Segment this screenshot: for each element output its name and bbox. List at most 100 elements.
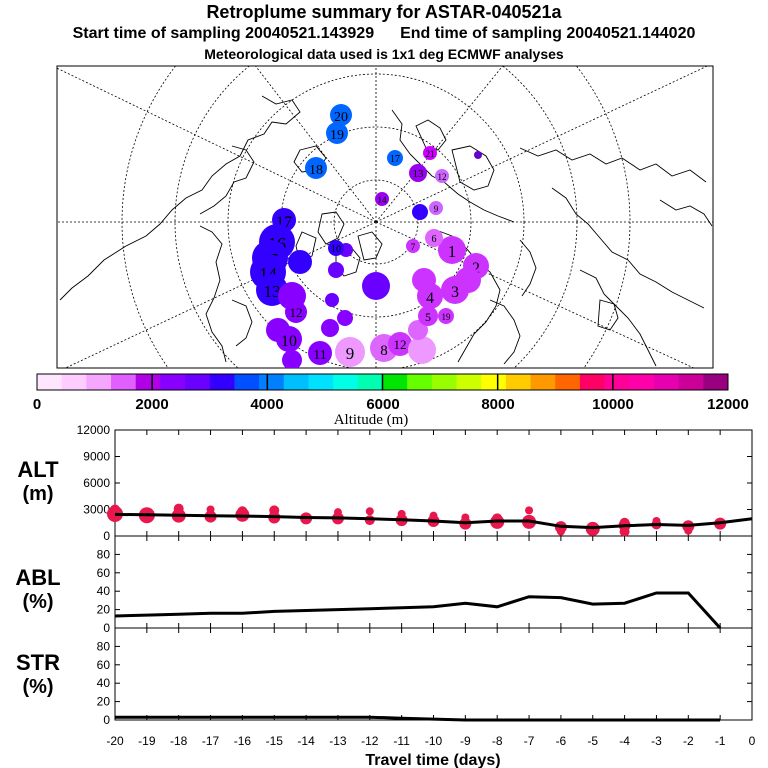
map-marker-label: 3 <box>451 284 459 301</box>
x-tick-label: -14 <box>297 734 315 748</box>
map-marker-9 <box>429 201 443 215</box>
alt-data-point <box>206 505 215 514</box>
x-tick-label: -16 <box>234 734 252 748</box>
panel-frames <box>114 429 753 721</box>
alt-data-point <box>619 526 630 537</box>
map-marker-20 <box>330 104 352 126</box>
map-marker-12 <box>285 301 307 323</box>
x-axis-label: Travel time (days) <box>365 752 500 768</box>
map-marker-label: 19 <box>330 128 344 143</box>
alt-ytick-label: 3000 <box>83 503 110 517</box>
alt-yunit: (m) <box>22 483 53 505</box>
x-tick-label: -11 <box>393 734 410 748</box>
map-marker-13 <box>409 164 427 182</box>
alt-data-point <box>429 511 438 520</box>
map-marker-label: 12 <box>438 172 447 182</box>
str-ytick-label: 0 <box>103 713 110 727</box>
abl-series-line <box>114 591 722 630</box>
x-tick-label: -1 <box>715 734 726 748</box>
map-marker-label: 4 <box>426 290 434 307</box>
map-marker-label: 17 <box>390 154 400 165</box>
map-marker-label: 9 <box>434 204 439 214</box>
str-xticks <box>114 628 753 720</box>
x-axis-tick-labels: -20 -19 -18 -17 -16 -15 -14 -13 -12 -11 -10 -9 -8 -7-… <box>106 734 755 748</box>
abl-ytick-label: 60 <box>97 566 111 580</box>
alt-data-point <box>365 507 374 516</box>
x-tick-label: 0 <box>749 734 756 748</box>
alt-ytick-label: 12000 <box>77 423 111 437</box>
map-marker-small <box>408 336 436 364</box>
map-marker-label: 13 <box>413 168 425 180</box>
alt-ylabel: ALT <box>17 457 59 482</box>
str-yunit: (%) <box>22 676 53 698</box>
map-marker-17 <box>387 150 403 166</box>
x-tick-label: -19 <box>138 734 156 748</box>
alt-panel: ALT (m) 0 3000 6000 9000 12000 <box>17 423 753 543</box>
map-marker-label: 2 <box>472 260 480 277</box>
map-marker-19 <box>326 122 348 144</box>
map-marker-label: 1 <box>448 242 457 261</box>
x-tick-label: -10 <box>425 734 443 748</box>
map-marker-label: 12 <box>394 337 407 352</box>
map-marker-label: 10 <box>281 333 297 350</box>
x-tick-label: -15 <box>266 734 284 748</box>
alt-data-point <box>173 503 184 514</box>
map-marker-label: 20 <box>334 110 348 125</box>
abl-ytick-label: 40 <box>97 584 111 598</box>
alt-data-point <box>525 506 534 515</box>
alt-ytick-label: 0 <box>103 529 110 543</box>
map-marker-label: 7 <box>411 242 416 252</box>
map-marker-11 <box>308 341 332 365</box>
map-marker-label: 10 <box>331 244 341 255</box>
x-tick-label: -20 <box>106 734 124 748</box>
x-tick-label: -4 <box>619 734 630 748</box>
abl-ytick-label: 0 <box>103 621 110 635</box>
map-marker-small <box>474 151 482 159</box>
map-marker-small <box>325 293 339 307</box>
chart-title: Retroplume summary for ASTAR-040521a <box>206 2 562 22</box>
map-marker-label: 14 <box>378 195 388 205</box>
map-marker-label: 13 <box>264 282 281 301</box>
x-tick-label: -9 <box>460 734 471 748</box>
x-tick-label: -3 <box>651 734 662 748</box>
map-marker-small <box>408 320 428 340</box>
map-marker-12 <box>388 332 412 356</box>
map-marker-9 <box>335 337 365 367</box>
alt-data-point <box>556 527 565 536</box>
map-marker-6 <box>425 229 443 247</box>
str-ytick-label: 80 <box>97 639 111 653</box>
alt-data-point <box>684 526 693 535</box>
map-marker-label: 18 <box>309 163 323 178</box>
alt-ytick-label: 6000 <box>83 476 110 490</box>
x-tick-label: -18 <box>170 734 188 748</box>
plume-markers: 20 19 18 17 21 13 12 14 9 17 16 15 14 13… <box>250 104 489 368</box>
map-marker-10 <box>276 326 302 352</box>
map-marker-small <box>412 268 436 292</box>
map-marker-3 <box>441 276 469 304</box>
x-tick-label: -5 <box>587 734 598 748</box>
map-marker-small <box>328 262 344 278</box>
alt-ytick-label: 9000 <box>83 450 110 464</box>
abl-ytick-label: 20 <box>97 603 111 617</box>
map-marker-small <box>337 310 353 326</box>
str-yticks: 0 20 40 60 80 <box>97 639 752 727</box>
str-ytick-label: 60 <box>97 658 111 672</box>
map-marker-label: 6 <box>432 234 437 245</box>
alt-data-point <box>110 504 120 515</box>
map-graticule <box>57 66 713 368</box>
map-marker-label: 8 <box>380 343 388 359</box>
x-tick-label: -2 <box>683 734 694 748</box>
alt-data-point <box>397 509 406 518</box>
end-time-label: End time of sampling 20040521.144020 <box>400 25 696 42</box>
map-marker-14 <box>375 192 389 206</box>
alt-data-point <box>461 513 470 522</box>
abl-panel: ABL (%) 0 20 40 60 80 <box>15 536 753 635</box>
met-data-label: Meteorological data used is 1x1 deg ECMW… <box>204 46 564 62</box>
abl-yunit: (%) <box>22 591 53 613</box>
map-marker-18 <box>305 157 327 179</box>
str-ytick-label: 20 <box>97 695 111 709</box>
map-marker-21 <box>423 146 437 160</box>
x-tick-label: -7 <box>524 734 535 748</box>
map-marker-small <box>321 319 339 337</box>
